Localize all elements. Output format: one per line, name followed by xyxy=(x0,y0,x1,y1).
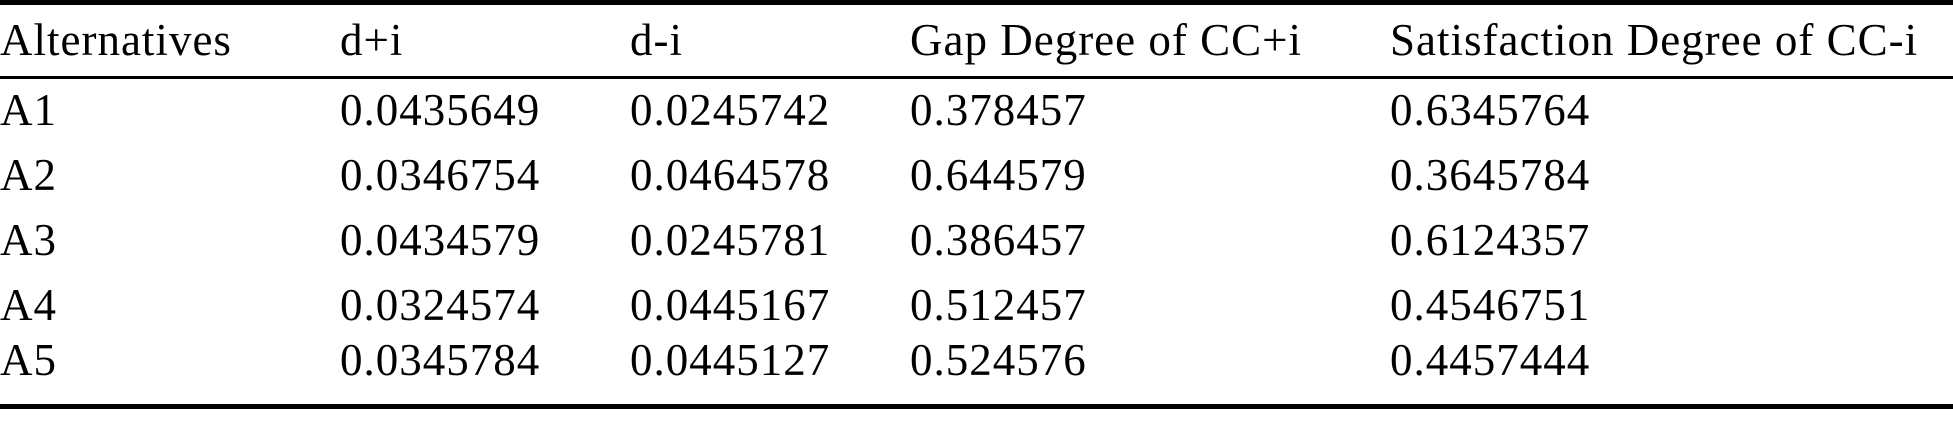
row-label: A3 xyxy=(0,214,57,265)
table-cell: 0.512457 xyxy=(910,279,1087,330)
row-label: A4 xyxy=(0,279,57,330)
table-cell: 0.386457 xyxy=(910,214,1087,265)
table-cell: 0.378457 xyxy=(910,85,1087,136)
table-cell: 0.0445127 xyxy=(630,337,831,385)
table-cell: 0.0434579 xyxy=(340,214,541,265)
table-header: Alternatives d+i d-i Gap Degree of CC+i … xyxy=(0,2,1953,79)
table-cell: 0.0346754 xyxy=(340,149,541,200)
column-header-gap-degree: Gap Degree of CC+i xyxy=(910,2,1390,79)
table-row: A1 0.0435649 0.0245742 0.378457 0.6345764 xyxy=(0,78,1953,143)
table-cell: 0.644579 xyxy=(910,149,1087,200)
table-cell: 0.0464578 xyxy=(630,149,831,200)
results-table: Alternatives d+i d-i Gap Degree of CC+i … xyxy=(0,0,1953,409)
table-cell: 0.0435649 xyxy=(340,85,541,136)
column-header-alternatives: Alternatives xyxy=(0,2,340,79)
row-label: A2 xyxy=(0,149,57,200)
table-body: A1 0.0435649 0.0245742 0.378457 0.6345764 A2 0… xyxy=(0,78,1953,407)
table-row: A4 0.0324574 0.0445167 0.512457 0.4546751 xyxy=(0,273,1953,338)
column-header-d-minus-i: d-i xyxy=(630,2,910,79)
table-row: A2 0.0346754 0.0464578 0.644579 0.3645784 xyxy=(0,143,1953,208)
table-cell: 0.0245781 xyxy=(630,214,831,265)
table-cell: 0.0324574 xyxy=(340,279,541,330)
table-cell: 0.0245742 xyxy=(630,85,831,136)
column-header-satisfaction-degree: Satisfaction Degree of CC-i xyxy=(1390,2,1953,79)
row-label: A1 xyxy=(0,85,57,136)
header-row: Alternatives d+i d-i Gap Degree of CC+i … xyxy=(0,2,1953,79)
table-row: A5 0.0345784 0.0445127 0.524576 0.4457444 xyxy=(0,338,1953,407)
table-cell: 0.4457444 xyxy=(1390,337,1591,385)
table-cell: 0.0345784 xyxy=(340,337,541,385)
table-cell: 0.3645784 xyxy=(1390,149,1591,200)
table-cell: 0.524576 xyxy=(910,337,1087,385)
table-row: A3 0.0434579 0.0245781 0.386457 0.6124357 xyxy=(0,208,1953,273)
column-header-d-plus-i: d+i xyxy=(340,2,630,79)
table-cell: 0.0445167 xyxy=(630,279,831,330)
row-label: A5 xyxy=(0,337,57,385)
table-cell: 0.4546751 xyxy=(1390,279,1591,330)
table-cell: 0.6124357 xyxy=(1390,214,1591,265)
table-cell: 0.6345764 xyxy=(1390,85,1591,136)
